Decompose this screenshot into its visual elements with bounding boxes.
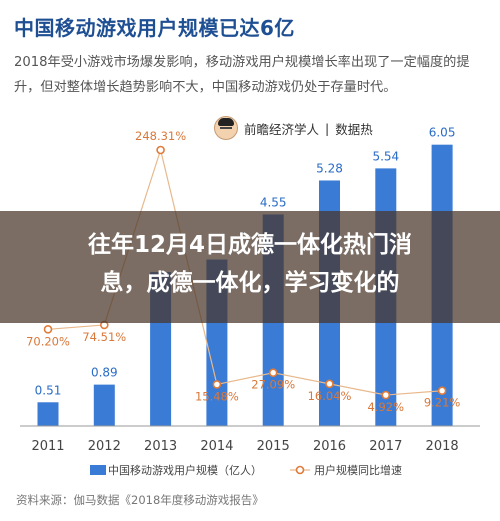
x-tick-2017: 2017: [369, 439, 402, 454]
growth-point-2018: [437, 386, 447, 396]
bar-label-2015: 4.55: [260, 195, 287, 209]
growth-label-2015: 27.09%: [251, 378, 295, 392]
growth-label-2017: 4.92%: [368, 400, 405, 414]
x-tick-2014: 2014: [200, 439, 233, 454]
bar-label-2018: 6.05: [429, 126, 456, 140]
growth-label-2016: 16.04%: [308, 389, 352, 403]
bar-label-2016: 5.28: [316, 161, 343, 175]
growth-point-2014: [212, 380, 222, 389]
growth-label-2013: 248.31%: [135, 129, 186, 143]
bar-label-2017: 5.54: [372, 149, 399, 163]
source-author: 前瞻经济学人: [244, 121, 320, 137]
growth-label-2011: 70.20%: [26, 334, 70, 348]
growth-label-2014: 15.48%: [195, 389, 239, 403]
bar-label-2011: 0.51: [35, 383, 62, 397]
banner-headline: 往年12月4日成德一体化热门消 息，成德一体化，学习变化的: [0, 226, 500, 302]
growth-point-2015: [268, 368, 278, 378]
growth-point-2013: [156, 145, 165, 155]
legend-label-bar: 中国移动游戏用户规模（亿人）: [108, 463, 262, 477]
chart-title: 中国移动游戏用户规模已达6亿: [14, 16, 295, 40]
overlay-banner: [0, 211, 500, 323]
banner-line-1: 往年12月4日成德一体化热门消: [87, 232, 412, 258]
x-tick-2011: 2011: [31, 439, 64, 454]
growth-point-2011: [43, 325, 53, 334]
growth-label-2018: 9.21%: [424, 396, 461, 410]
legend-label-line: 用户规模同比增速: [314, 463, 402, 477]
chart-source-note: 资料来源：伽马数据《2018年度移动游戏报告》: [16, 493, 264, 507]
banner-line-2: 息，成德一体化，学习变化的: [100, 270, 400, 296]
bar-label-2012: 0.89: [91, 366, 118, 380]
x-tick-2013: 2013: [144, 439, 177, 454]
x-tick-2018: 2018: [426, 439, 459, 454]
bar-2011: [37, 402, 59, 426]
legend-swatch-bar: [90, 465, 106, 475]
x-tick-2015: 2015: [257, 439, 290, 454]
growth-point-2016: [325, 379, 334, 389]
source-provider: 数据热: [335, 121, 373, 137]
avatar-icon: [214, 116, 238, 140]
growth-label-2012: 74.51%: [82, 330, 126, 344]
chart-description: 2018年受小游戏市场爆发影响，移动游戏用户规模增长率出现了一定幅度的提升，但对…: [14, 55, 470, 95]
growth-point-2017: [381, 390, 391, 400]
source-separator: |: [325, 120, 330, 136]
x-tick-2012: 2012: [88, 439, 121, 454]
legend-swatch-marker: [295, 465, 305, 475]
bar-2012: [93, 384, 115, 426]
source-badge: 前瞻经济学人 | 数据热: [214, 116, 373, 140]
x-tick-2016: 2016: [313, 439, 346, 454]
